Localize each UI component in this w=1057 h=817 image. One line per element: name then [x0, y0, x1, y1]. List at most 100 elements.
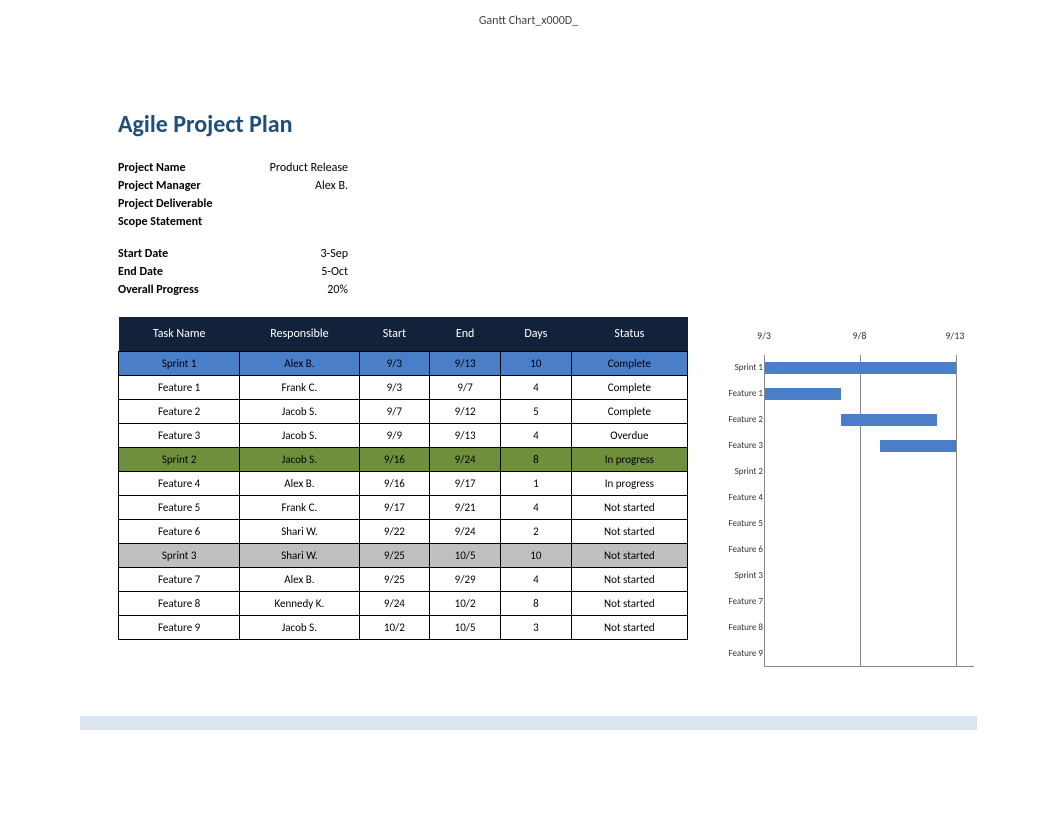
cell-task: Sprint 1: [119, 352, 240, 376]
cell-responsible: Alex B.: [240, 352, 359, 376]
cell-status: Not started: [571, 520, 687, 544]
cell-end: 10/2: [430, 592, 501, 616]
cell-task: Sprint 3: [119, 544, 240, 568]
cell-task: Sprint 2: [119, 448, 240, 472]
gantt-body: Sprint 1Feature 1Feature 2Feature 3Sprin…: [764, 355, 974, 667]
cell-task: Feature 2: [119, 400, 240, 424]
cell-start: 9/16: [359, 472, 430, 496]
cell-start: 9/17: [359, 496, 430, 520]
cell-responsible: Alex B.: [240, 472, 359, 496]
cell-days: 1: [500, 472, 571, 496]
cell-start: 9/25: [359, 568, 430, 592]
cell-days: 8: [500, 448, 571, 472]
gantt-tick-label: 9/8: [852, 329, 866, 342]
gantt-row-label: Feature 7: [705, 597, 763, 606]
cell-start: 9/7: [359, 400, 430, 424]
cell-start: 9/9: [359, 424, 430, 448]
gantt-row-label: Feature 4: [705, 493, 763, 502]
gantt-chart: 9/3 9/8 9/13 Sprint 1Feature 1Feature 2Fea…: [704, 317, 976, 667]
cell-responsible: Jacob S.: [240, 400, 359, 424]
table-row: Feature 8Kennedy K.9/2410/28Not started: [119, 592, 688, 616]
gantt-gridline: [956, 355, 957, 666]
th-status: Status: [571, 317, 687, 352]
meta-value-project-manager: Alex B.: [268, 177, 348, 195]
cell-status: In progress: [571, 472, 687, 496]
th-end: End: [430, 317, 501, 352]
th-responsible: Responsible: [240, 317, 359, 352]
meta-value-scope: [268, 213, 348, 231]
page-header: Gantt Chart_x000D_: [0, 0, 1057, 28]
cell-status: Not started: [571, 592, 687, 616]
th-task: Task Name: [119, 317, 240, 352]
project-meta: Project Name Product Release Project Man…: [118, 159, 348, 299]
meta-value-progress: 20%: [268, 281, 348, 299]
meta-value-project-name: Product Release: [268, 159, 348, 177]
cell-responsible: Jacob S.: [240, 448, 359, 472]
cell-status: Not started: [571, 616, 687, 640]
gantt-bar: [765, 362, 956, 374]
gantt-row-label: Feature 2: [705, 415, 763, 424]
cell-days: 4: [500, 424, 571, 448]
cell-responsible: Jacob S.: [240, 616, 359, 640]
cell-start: 9/3: [359, 352, 430, 376]
cell-responsible: Frank C.: [240, 376, 359, 400]
th-start: Start: [359, 317, 430, 352]
page-title: Agile Project Plan: [118, 110, 978, 139]
cell-days: 5: [500, 400, 571, 424]
cell-status: Not started: [571, 544, 687, 568]
gantt-row-label: Sprint 1: [705, 363, 763, 372]
cell-start: 9/22: [359, 520, 430, 544]
cell-status: Complete: [571, 376, 687, 400]
cell-end: 9/29: [430, 568, 501, 592]
gantt-row-label: Feature 5: [705, 519, 763, 528]
meta-value-start-date: 3-Sep: [268, 245, 348, 263]
table-row: Feature 4Alex B.9/169/171In progress: [119, 472, 688, 496]
document-content: Agile Project Plan Project Name Product …: [118, 110, 978, 667]
cell-days: 4: [500, 568, 571, 592]
cell-task: Feature 9: [119, 616, 240, 640]
cell-status: Complete: [571, 400, 687, 424]
table-row: Sprint 2Jacob S.9/169/248In progress: [119, 448, 688, 472]
cell-end: 9/12: [430, 400, 501, 424]
cell-days: 2: [500, 520, 571, 544]
gantt-tick-label: 9/13: [945, 329, 964, 342]
cell-task: Feature 5: [119, 496, 240, 520]
cell-task: Feature 3: [119, 424, 240, 448]
table-row: Feature 9Jacob S.10/210/53Not started: [119, 616, 688, 640]
cell-task: Feature 7: [119, 568, 240, 592]
cell-end: 9/17: [430, 472, 501, 496]
cell-days: 4: [500, 376, 571, 400]
cell-responsible: Alex B.: [240, 568, 359, 592]
cell-days: 3: [500, 616, 571, 640]
meta-label-scope: Scope Statement: [118, 213, 268, 231]
cell-task: Feature 6: [119, 520, 240, 544]
gantt-row-label: Sprint 3: [705, 571, 763, 580]
meta-label-progress: Overall Progress: [118, 281, 268, 299]
cell-task: Feature 8: [119, 592, 240, 616]
table-row: Feature 7Alex B.9/259/294Not started: [119, 568, 688, 592]
cell-end: 10/5: [430, 616, 501, 640]
cell-end: 9/21: [430, 496, 501, 520]
table-row: Feature 1Frank C.9/39/74Complete: [119, 376, 688, 400]
gantt-tick-label: 9/3: [757, 329, 771, 342]
gantt-row-label: Feature 3: [705, 441, 763, 450]
cell-responsible: Kennedy K.: [240, 592, 359, 616]
cell-responsible: Shari W.: [240, 544, 359, 568]
gantt-gridline: [860, 355, 861, 666]
gantt-bar: [765, 388, 841, 400]
meta-label-project-name: Project Name: [118, 159, 268, 177]
meta-label-deliverable: Project Deliverable: [118, 195, 268, 213]
cell-start: 9/16: [359, 448, 430, 472]
cell-days: 10: [500, 544, 571, 568]
table-row: Feature 5Frank C.9/179/214Not started: [119, 496, 688, 520]
cell-days: 10: [500, 352, 571, 376]
cell-task: Feature 1: [119, 376, 240, 400]
gantt-bar: [880, 440, 956, 452]
table-row: Feature 3Jacob S.9/99/134Overdue: [119, 424, 688, 448]
meta-value-end-date: 5-Oct: [268, 263, 348, 281]
cell-status: In progress: [571, 448, 687, 472]
cell-end: 10/5: [430, 544, 501, 568]
cell-responsible: Frank C.: [240, 496, 359, 520]
table-header-row: Task Name Responsible Start End Days Sta…: [119, 317, 688, 352]
cell-start: 9/25: [359, 544, 430, 568]
